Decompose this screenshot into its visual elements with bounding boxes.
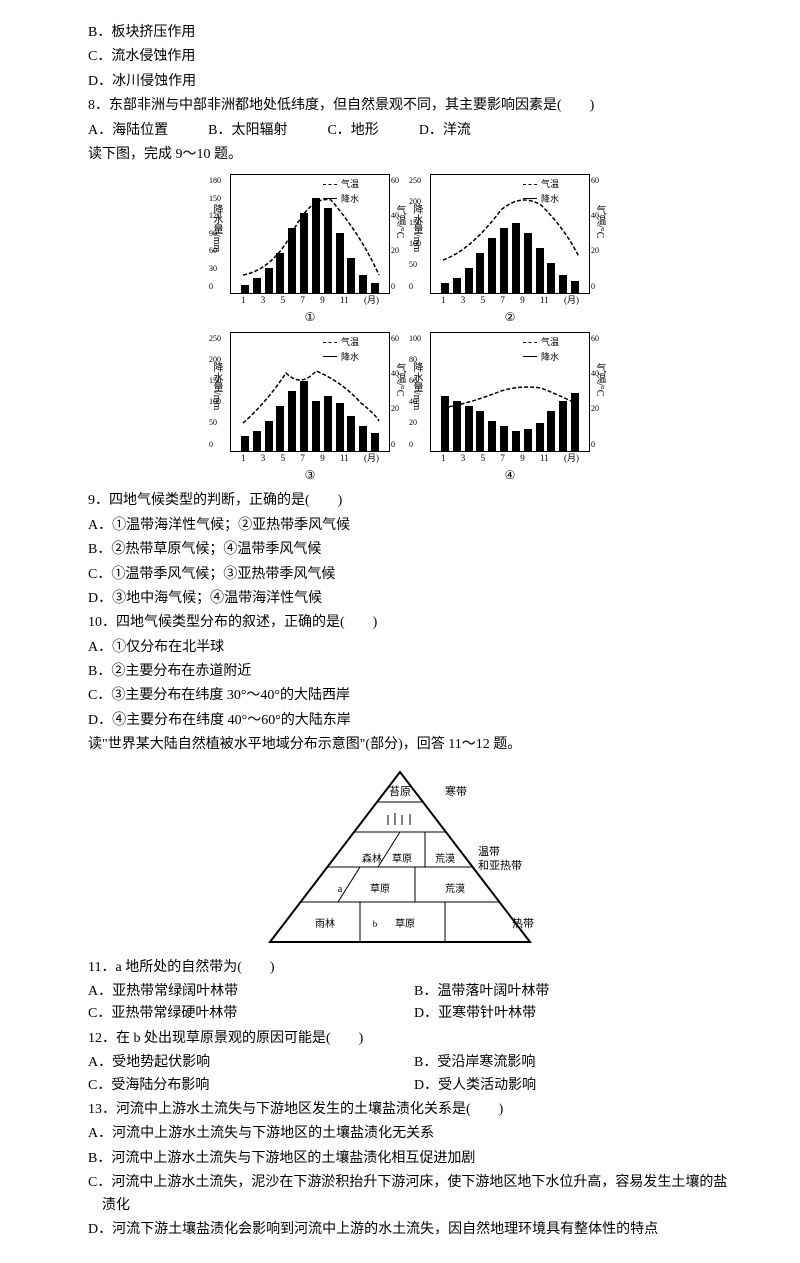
svg-text:雨林: 雨林 [315, 917, 335, 930]
svg-text:森林: 森林 [362, 852, 382, 865]
svg-text:寒带: 寒带 [445, 784, 467, 798]
vegetation-pyramid-diagram: 苔原 森林 草原 荒漠 a 草原 荒漠 雨林 b 草原 寒带 温带 和亚热带 热… [260, 767, 540, 947]
q13-option-d: D．河流下游土壤盐渍化会影响到河流中上游的水土流失，因自然地理环境具有整体性的特… [74, 1219, 740, 1241]
q13-stem: 13．河流中上游水土流失与下游地区发生的土壤盐渍化关系是( ) [60, 1099, 740, 1121]
svg-text:热带: 热带 [512, 917, 534, 930]
q7-option-c: C．流水侵蚀作用 [60, 46, 740, 68]
svg-text:温带: 温带 [478, 845, 500, 858]
q12-option-a: A．受地势起伏影响 [88, 1052, 414, 1074]
climate-charts-row-2: 降水量/mm气温降水2502001501005006040200气温/°C135… [60, 332, 740, 482]
q11-option-c: C．亚热带常绿硬叶林带 [88, 1003, 414, 1025]
q9-option-c: C．①温带季风气候；③亚热带季风气候 [60, 564, 740, 586]
svg-text:b: b [373, 919, 378, 929]
q8-option-c: C．地形 [327, 120, 378, 142]
svg-text:荒漠: 荒漠 [435, 853, 455, 865]
svg-text:荒漠: 荒漠 [445, 883, 465, 895]
svg-text:草原: 草原 [395, 918, 415, 930]
q10-option-a: A．①仅分布在北半球 [60, 637, 740, 659]
q7-option-b: B．板块挤压作用 [60, 22, 740, 44]
q12-option-c: C．受海陆分布影响 [88, 1075, 414, 1097]
q10-option-c: C．③主要分布在纬度 30°～40°的大陆西岸 [60, 685, 740, 707]
intro-11-12: 读"世界某大陆自然植被水平地域分布示意图"(部分)，回答 11～12 题。 [60, 734, 740, 756]
q11-option-d: D．亚寒带针叶林带 [414, 1003, 740, 1025]
climate-chart-①: 降水量/mm气温降水18015012090603006040200气温/°C13… [210, 174, 390, 324]
svg-text:和亚热带: 和亚热带 [478, 859, 522, 872]
q13-option-c: C．河流中上游水土流失，泥沙在下游淤积抬升下游河床，使下游地区地下水位升高，容易… [74, 1172, 740, 1217]
q11-stem: 11．a 地所处的自然带为( ) [60, 957, 740, 979]
climate-chart-③: 降水量/mm气温降水2502001501005006040200气温/°C135… [210, 332, 390, 482]
svg-text:草原: 草原 [370, 883, 390, 895]
q12-stem: 12．在 b 处出现草原景观的原因可能是( ) [60, 1028, 740, 1050]
q13-option-b: B．河流中上游水土流失与下游地区的土壤盐渍化相互促进加剧 [60, 1148, 740, 1170]
svg-text:a: a [338, 884, 343, 895]
climate-chart-②: 降水量/mm气温降水2502001501005006040200气温/°C135… [410, 174, 590, 324]
q9-option-d: D．③地中海气候；④温带海洋性气候 [60, 588, 740, 610]
q10-option-b: B．②主要分布在赤道附近 [60, 661, 740, 683]
svg-text:苔原: 苔原 [389, 784, 411, 798]
climate-charts-row-1: 降水量/mm气温降水18015012090603006040200气温/°C13… [60, 174, 740, 324]
q12-option-d: D．受人类活动影响 [414, 1075, 740, 1097]
climate-chart-④: 降水量/mm气温降水1008060402006040200气温/°C135791… [410, 332, 590, 482]
q9-option-b: B．②热带草原气候；④温带季风气候 [60, 539, 740, 561]
q13-option-a: A．河流中上游水土流失与下游地区的土壤盐渍化无关系 [60, 1123, 740, 1145]
q9-stem: 9．四地气候类型的判断，正确的是( ) [60, 490, 740, 512]
q8-option-b: B．太阳辐射 [208, 120, 287, 142]
q7-option-d: D．冰川侵蚀作用 [60, 71, 740, 93]
q11-option-b: B．温带落叶阔叶林带 [414, 981, 740, 1003]
q12-option-b: B．受沿岸寒流影响 [414, 1052, 740, 1074]
q9-option-a: A．①温带海洋性气候；②亚热带季风气候 [60, 515, 740, 537]
q8-option-a: A．海陆位置 [88, 120, 168, 142]
q11-option-a: A．亚热带常绿阔叶林带 [88, 981, 414, 1003]
q10-stem: 10．四地气候类型分布的叙述，正确的是( ) [60, 612, 740, 634]
q8-stem: 8．东部非洲与中部非洲都地处低纬度，但自然景观不同，其主要影响因素是( ) [60, 95, 740, 117]
q8-option-d: D．洋流 [419, 120, 471, 142]
svg-text:草原: 草原 [392, 853, 412, 865]
intro-9-10: 读下图，完成 9～10 题。 [60, 144, 740, 166]
q10-option-d: D．④主要分布在纬度 40°～60°的大陆东岸 [60, 710, 740, 732]
